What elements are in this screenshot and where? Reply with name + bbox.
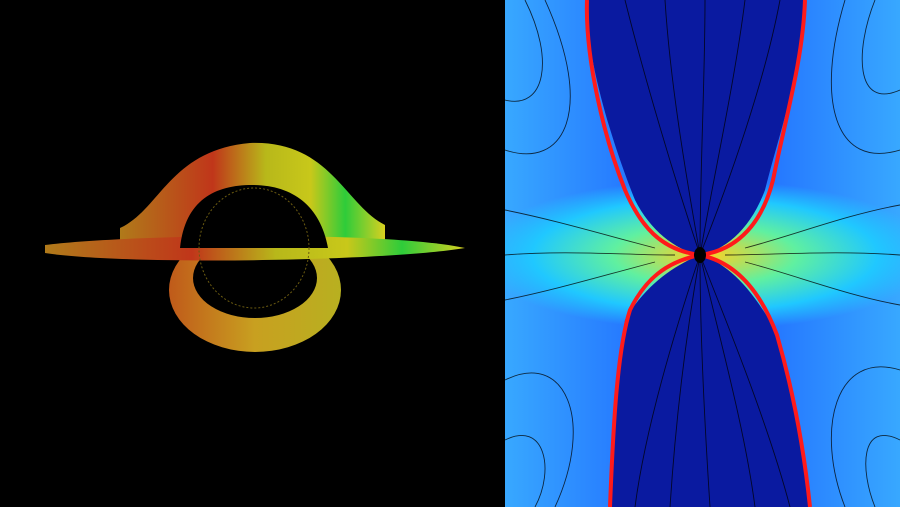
field-simulation-panel	[505, 0, 900, 507]
black-hole-shadow	[180, 185, 328, 248]
simulation-svg	[505, 0, 900, 507]
disk-plane	[45, 235, 465, 261]
streamlines	[505, 0, 900, 507]
black-hole-disk-render	[0, 0, 505, 507]
lower-jet-region	[610, 255, 810, 507]
central-black-hole	[694, 247, 706, 263]
photon-ring	[198, 187, 310, 309]
disk-svg	[45, 142, 465, 352]
